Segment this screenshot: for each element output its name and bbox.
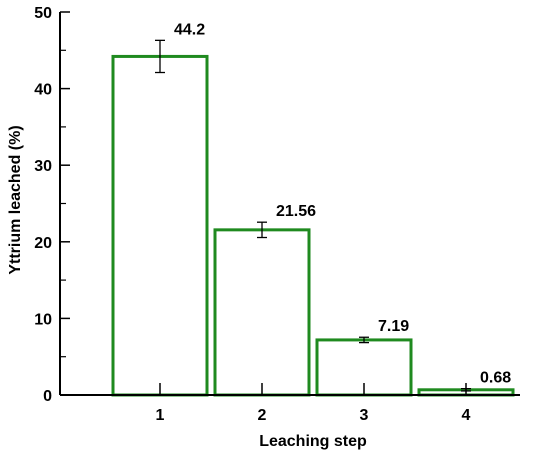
y-tick-label-10: 10 [34, 311, 52, 328]
y-tick-label-0: 0 [43, 388, 52, 405]
bars-group [111, 54, 515, 397]
data-labels-group: 44.2 21.56 7.19 0.68 [174, 21, 511, 386]
data-label-1: 44.2 [174, 21, 205, 38]
data-label-2: 21.56 [276, 203, 316, 220]
bar-2 [213, 228, 311, 397]
y-axis-title: Yttrium leached (%) [7, 125, 24, 274]
data-label-3: 7.19 [378, 318, 409, 335]
y-tick-label-30: 30 [34, 158, 52, 175]
y-tick-label-40: 40 [34, 82, 52, 99]
x-tick-label-3: 3 [360, 407, 369, 424]
bar-1 [111, 54, 209, 397]
x-tick-label-2: 2 [258, 407, 267, 424]
x-tick-label-4: 4 [462, 407, 471, 424]
y-tick-label-20: 20 [34, 235, 52, 252]
y-tick-label-50: 50 [34, 5, 52, 22]
x-tick-label-1: 1 [156, 407, 165, 424]
data-label-4: 0.68 [480, 370, 511, 387]
x-axis-title: Leaching step [259, 433, 367, 450]
